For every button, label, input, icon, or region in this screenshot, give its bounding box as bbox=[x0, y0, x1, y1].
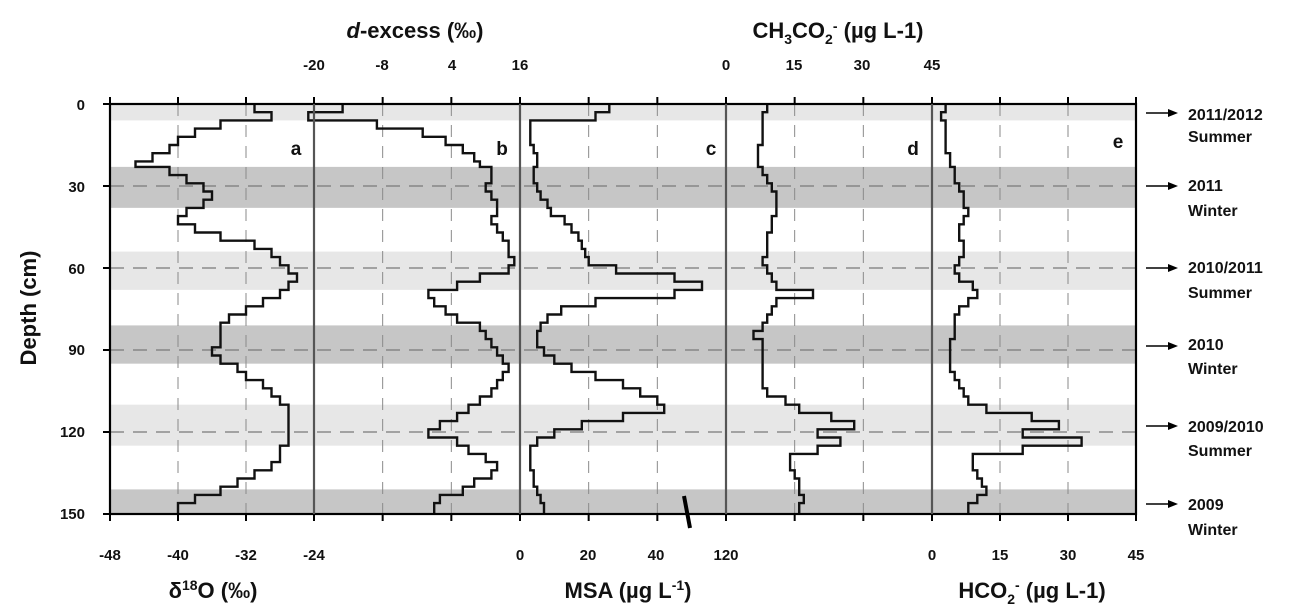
left-axis-ticks: 0 30 60 90 120 150 bbox=[60, 97, 85, 523]
season-band bbox=[110, 251, 1136, 290]
series-lines bbox=[134, 104, 1083, 514]
panel-label-c: c bbox=[706, 139, 717, 160]
top-tick-label: -8 bbox=[375, 57, 388, 74]
bottom-axis-ticks: -48 -40 -32 -24 0 20 40 120 0 15 30 45 bbox=[99, 547, 1144, 564]
season-label: 2011 Winter bbox=[1188, 178, 1238, 220]
top-tick-label: 0 bbox=[722, 57, 730, 74]
season-band bbox=[110, 104, 1136, 121]
bottom-axis-title-d18o: δ18O (‰) bbox=[169, 577, 258, 603]
y-tick-label: 0 bbox=[77, 97, 85, 114]
bottom-axis-title-msa: MSA (µg L-1) bbox=[565, 577, 692, 603]
season-arrowhead bbox=[1168, 264, 1178, 272]
season-label: 2011/2012 Summer bbox=[1188, 107, 1263, 146]
y-tick-label: 120 bbox=[60, 424, 85, 441]
season-band bbox=[110, 325, 1136, 364]
season-label-line2: Winter bbox=[1188, 522, 1238, 539]
series-line-b bbox=[307, 104, 516, 514]
top-tick-label: 4 bbox=[448, 57, 457, 74]
top-tick-label: 15 bbox=[786, 57, 803, 74]
series-line-e bbox=[939, 104, 1083, 514]
season-bands bbox=[110, 104, 1136, 514]
season-arrowhead bbox=[1168, 182, 1178, 190]
x-tick-label: 20 bbox=[580, 547, 597, 564]
y-tick-label: 150 bbox=[60, 506, 85, 523]
panel-label-a: a bbox=[291, 139, 302, 160]
x-tick-label: 40 bbox=[648, 547, 665, 564]
season-label: 2010/2011 Summer bbox=[1188, 260, 1263, 302]
season-label-line1: 2010/2011 bbox=[1188, 260, 1263, 277]
season-label: 2009 Winter bbox=[1188, 497, 1238, 539]
season-labels: 2011/2012 Summer 2011 Winter 2010/2011 S… bbox=[1188, 107, 1264, 539]
season-label: 2010 Winter bbox=[1188, 337, 1238, 378]
panel-label-e: e bbox=[1113, 132, 1124, 153]
x-tick-label: 45 bbox=[1128, 547, 1145, 564]
x-tick-label: 120 bbox=[713, 547, 738, 564]
y-tick-label: 90 bbox=[68, 342, 85, 359]
top-tick-label: 30 bbox=[854, 57, 871, 74]
axis-break-mark bbox=[682, 495, 692, 529]
plot-border bbox=[108, 102, 1138, 516]
season-band bbox=[110, 489, 1136, 514]
x-tick-label: 30 bbox=[1060, 547, 1077, 564]
season-label-line2: Summer bbox=[1188, 443, 1252, 460]
x-tick-label: -40 bbox=[167, 547, 189, 564]
season-arrowhead bbox=[1168, 422, 1178, 430]
y-tick-label: 60 bbox=[68, 261, 85, 278]
x-tick-label: -48 bbox=[99, 547, 121, 564]
series-line-c bbox=[529, 104, 704, 514]
season-label-line1: 2009 bbox=[1188, 497, 1224, 514]
top-axis-title-acetate: CH3CO2- (µg L-1) bbox=[752, 18, 923, 47]
x-tick-label: -24 bbox=[303, 547, 325, 564]
series-line-a bbox=[134, 104, 299, 514]
season-arrowhead bbox=[1168, 109, 1178, 117]
gridlines bbox=[110, 104, 1136, 514]
season-band bbox=[110, 166, 1136, 208]
season-label: 2009/2010 Summer bbox=[1188, 419, 1264, 460]
season-label-line1: 2009/2010 bbox=[1188, 419, 1264, 436]
season-label-line1: 2011 bbox=[1188, 178, 1223, 195]
season-label-line1: 2011/2012 bbox=[1188, 107, 1263, 124]
panel-label-b: b bbox=[496, 139, 508, 160]
top-tick-label: -20 bbox=[303, 57, 325, 74]
top-tick-label: 16 bbox=[512, 57, 529, 74]
x-tick-label: -32 bbox=[235, 547, 257, 564]
bottom-axis-title-formate: HCO2- (µg L-1) bbox=[958, 577, 1105, 605]
x-tick-label: 0 bbox=[516, 547, 524, 564]
season-label-line1: 2010 bbox=[1188, 337, 1224, 354]
season-arrowhead bbox=[1168, 500, 1178, 508]
season-label-line2: Winter bbox=[1188, 203, 1238, 220]
season-label-line2: Summer bbox=[1188, 285, 1252, 302]
top-tick-label: 45 bbox=[924, 57, 941, 74]
y-tick-label: 30 bbox=[68, 179, 85, 196]
season-label-line2: Summer bbox=[1188, 129, 1252, 146]
top-axis-title-dexcess: d-excess (‰) bbox=[347, 18, 484, 43]
top-axis-ticks: -20 -8 4 16 0 15 30 45 bbox=[303, 57, 940, 74]
x-tick-label: 0 bbox=[928, 547, 936, 564]
season-arrowhead bbox=[1168, 342, 1178, 350]
plot-frame bbox=[103, 97, 1138, 521]
season-label-line2: Winter bbox=[1188, 361, 1238, 378]
season-band bbox=[110, 404, 1136, 446]
panel-label-d: d bbox=[907, 139, 919, 160]
season-arrows bbox=[1146, 109, 1178, 508]
series-line-d bbox=[752, 104, 856, 514]
x-tick-label: 15 bbox=[992, 547, 1009, 564]
left-axis-title: Depth (cm) bbox=[16, 251, 41, 366]
